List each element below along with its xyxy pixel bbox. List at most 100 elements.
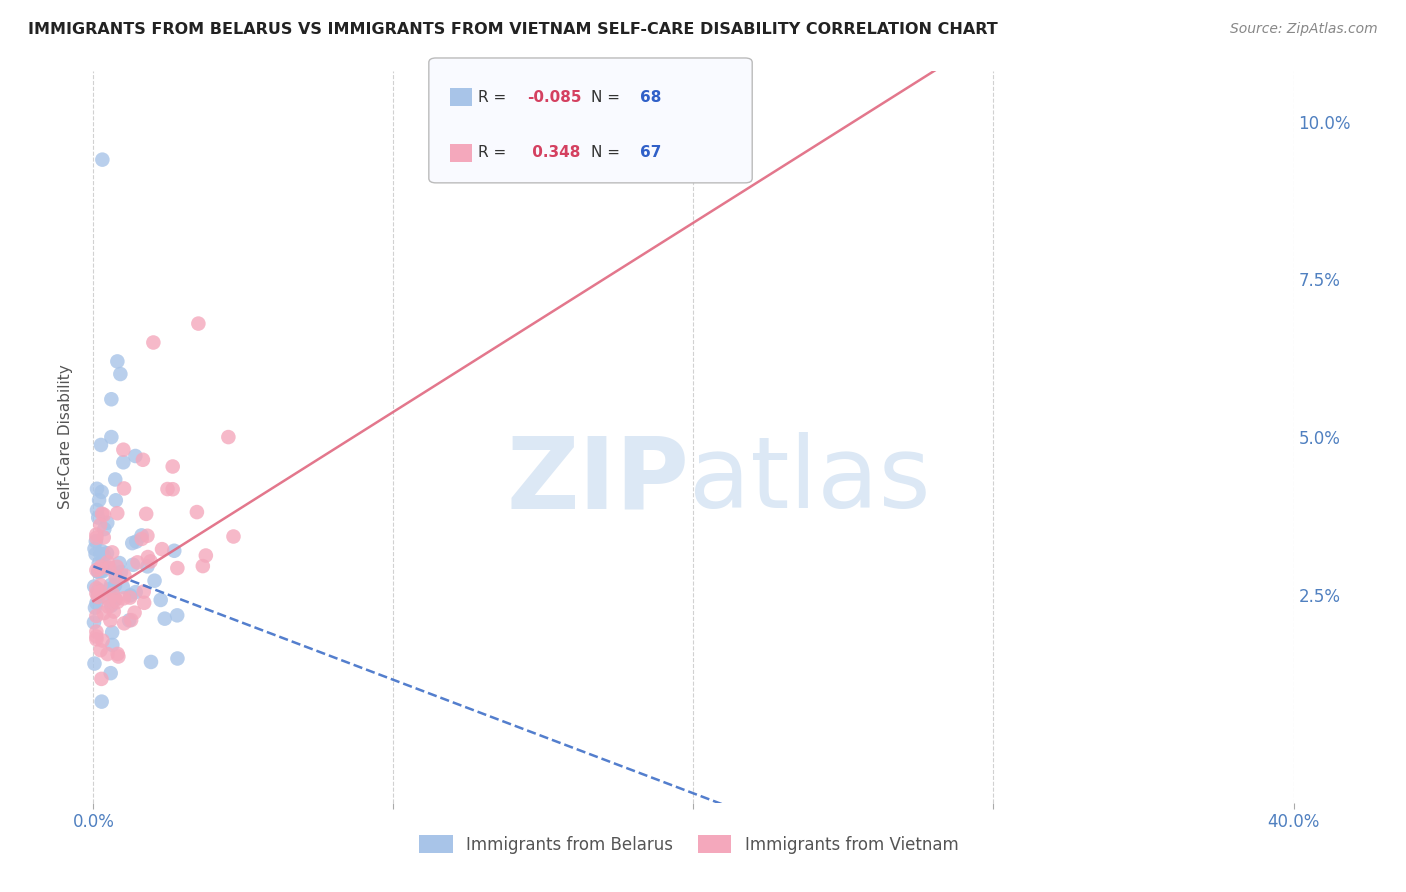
Point (191, 559, 214, 574)
Y-axis label: Self-Care Disability: Self-Care Disability (58, 365, 73, 509)
Point (186, 505, 208, 519)
Point (84, 547, 107, 561)
Point (90, 559, 112, 574)
Point (124, 606, 146, 620)
Point (142, 335, 165, 350)
Point (122, 558, 145, 572)
Text: 0.348: 0.348 (527, 145, 581, 161)
Point (98, 592, 121, 607)
Point (110, 565, 132, 579)
Point (90, 672, 112, 686)
Point (97, 560, 120, 574)
Point (101, 638, 124, 652)
Point (87, 557, 110, 571)
Text: ZIP: ZIP (506, 433, 689, 530)
Point (84, 600, 107, 615)
Point (98, 582, 121, 596)
Point (105, 570, 128, 584)
Point (118, 613, 141, 627)
Point (89, 518, 111, 533)
Point (93, 548, 115, 562)
Text: N =: N = (591, 90, 624, 104)
Point (112, 616, 135, 631)
Point (108, 556, 131, 570)
Point (110, 367, 132, 381)
Point (89, 585, 111, 599)
Point (149, 593, 172, 607)
Point (125, 585, 148, 599)
Point (87, 590, 110, 604)
Point (187, 317, 209, 331)
Point (86, 624, 108, 639)
Point (93, 606, 115, 620)
Point (100, 666, 122, 681)
Text: -0.085: -0.085 (527, 90, 582, 104)
Point (166, 608, 188, 623)
Point (97, 647, 120, 661)
Point (124, 449, 146, 463)
Point (104, 591, 127, 606)
Point (134, 596, 156, 610)
Point (104, 570, 127, 584)
Point (104, 493, 127, 508)
Point (132, 452, 155, 467)
Point (90, 547, 112, 561)
Text: Source: ZipAtlas.com: Source: ZipAtlas.com (1230, 22, 1378, 37)
Point (94, 561, 117, 575)
Point (139, 554, 162, 568)
Point (162, 482, 184, 496)
Point (163, 543, 186, 558)
Point (120, 588, 142, 602)
Point (86, 596, 108, 610)
Point (86, 503, 108, 517)
Point (86, 632, 108, 647)
Text: IMMIGRANTS FROM BELARUS VS IMMIGRANTS FROM VIETNAM SELF-CARE DISABILITY CORRELAT: IMMIGRANTS FROM BELARUS VS IMMIGRANTS FR… (28, 22, 998, 37)
Point (87, 582, 110, 597)
Point (91, 633, 114, 648)
Point (86, 608, 108, 623)
Point (87, 565, 110, 579)
Point (100, 578, 122, 592)
Point (91, 544, 114, 558)
Point (162, 459, 184, 474)
Point (86, 531, 108, 545)
Point (103, 605, 125, 619)
Text: R =: R = (478, 145, 512, 161)
Point (217, 430, 239, 444)
Point (93, 531, 115, 545)
Point (91, 507, 114, 521)
Point (104, 592, 127, 607)
Point (86, 582, 108, 596)
Point (89, 643, 111, 657)
Point (87, 493, 110, 508)
Point (118, 591, 141, 605)
Legend: Immigrants from Belarus, Immigrants from Vietnam: Immigrants from Belarus, Immigrants from… (413, 829, 965, 860)
Point (90, 564, 112, 578)
Point (194, 549, 217, 563)
Point (93, 522, 115, 536)
Point (86, 527, 108, 541)
Point (132, 584, 155, 599)
Point (166, 651, 188, 665)
Point (112, 568, 135, 582)
Point (100, 392, 122, 407)
Point (93, 508, 115, 522)
Point (91, 153, 114, 167)
Point (90, 484, 112, 499)
Point (131, 532, 153, 546)
Point (112, 591, 135, 606)
Point (83, 541, 105, 556)
Point (91, 590, 114, 604)
Point (107, 649, 129, 664)
Point (153, 612, 176, 626)
Point (136, 549, 159, 564)
Point (120, 613, 142, 627)
Point (156, 482, 179, 496)
Point (87, 510, 110, 524)
Point (101, 545, 124, 559)
Point (104, 578, 127, 592)
Point (107, 647, 129, 661)
Point (90, 695, 112, 709)
Point (104, 473, 127, 487)
Point (86, 586, 108, 600)
